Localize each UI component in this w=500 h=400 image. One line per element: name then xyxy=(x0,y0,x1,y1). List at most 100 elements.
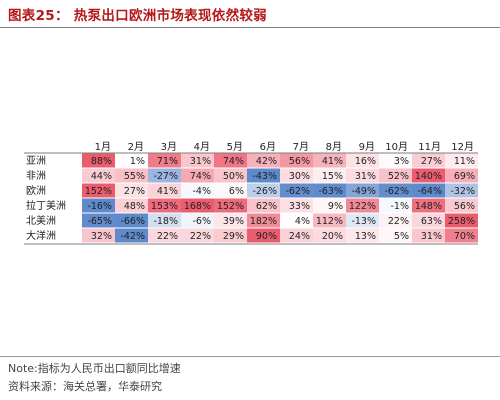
heatmap-cell xyxy=(148,168,181,183)
column-header: 1月 xyxy=(95,141,111,153)
cell-value-label: 48% xyxy=(124,201,145,212)
cell-value-label: 1% xyxy=(130,156,145,167)
heatmap-cell xyxy=(346,168,379,183)
cell-value-label: -16% xyxy=(87,201,112,212)
figure-title: 图表25： 热泵出口欧洲市场表现依然较弱 xyxy=(8,8,267,24)
heatmap-cell xyxy=(379,183,412,198)
cell-value-label: 44% xyxy=(91,171,112,182)
heatmap-cell xyxy=(82,153,115,168)
cell-value-label: 13% xyxy=(355,231,376,242)
heatmap-cell xyxy=(181,153,214,168)
cell-value-label: 258% xyxy=(448,216,475,227)
cell-value-label: 71% xyxy=(157,156,178,167)
cell-value-label: 39% xyxy=(223,216,244,227)
heatmap-cell xyxy=(148,213,181,228)
cell-value-label: 6% xyxy=(229,186,244,197)
heatmap-cell xyxy=(412,198,445,213)
cell-value-label: -27% xyxy=(153,171,178,182)
heatmap-cell xyxy=(115,168,148,183)
title-divider xyxy=(0,27,500,28)
heatmap-cell xyxy=(214,228,247,243)
heatmap-cell xyxy=(115,213,148,228)
heatmap-cell xyxy=(280,228,313,243)
cell-value-label: 152% xyxy=(85,186,112,197)
cell-value-label: 3% xyxy=(394,156,409,167)
cell-value-label: -42% xyxy=(120,231,145,242)
heatmap-cell xyxy=(181,213,214,228)
heatmap-cell xyxy=(280,153,313,168)
heatmap-cell xyxy=(82,213,115,228)
heatmap-cell xyxy=(313,183,346,198)
heatmap-cell xyxy=(445,183,478,198)
cell-value-label: 168% xyxy=(184,201,211,212)
heatmap-cell xyxy=(379,228,412,243)
cell-value-label: -4% xyxy=(193,186,212,197)
cell-value-label: -6% xyxy=(193,216,212,227)
cell-value-label: 9% xyxy=(328,201,343,212)
heatmap-cell xyxy=(247,213,280,228)
heatmap-cell xyxy=(280,198,313,213)
heatmap-cell xyxy=(115,198,148,213)
heatmap-cell xyxy=(148,183,181,198)
cell-value-label: 22% xyxy=(190,231,211,242)
cell-value-label: -32% xyxy=(450,186,475,197)
column-header: 5月 xyxy=(227,141,243,153)
cell-value-label: 41% xyxy=(322,156,343,167)
heatmap-cell xyxy=(214,168,247,183)
heatmap-cell xyxy=(115,153,148,168)
row-label: 非洲 xyxy=(26,170,46,182)
cell-value-label: 52% xyxy=(388,171,409,182)
heatmap-cell xyxy=(379,198,412,213)
heatmap-cell xyxy=(379,213,412,228)
column-header: 4月 xyxy=(194,141,210,153)
heatmap-cell xyxy=(181,183,214,198)
heatmap-cell xyxy=(247,228,280,243)
row-label: 欧洲 xyxy=(26,185,46,197)
column-header: 11月 xyxy=(418,141,441,153)
heatmap-cell xyxy=(313,198,346,213)
heatmap-cell xyxy=(379,153,412,168)
cell-value-label: -1% xyxy=(391,201,410,212)
cell-value-label: -62% xyxy=(384,186,409,197)
cell-value-label: 41% xyxy=(157,186,178,197)
cell-value-label: 29% xyxy=(223,231,244,242)
cell-value-label: 50% xyxy=(223,171,244,182)
heatmap-cell xyxy=(181,228,214,243)
cell-value-label: 55% xyxy=(124,171,145,182)
footer-divider xyxy=(0,356,500,357)
heatmap-cell xyxy=(412,183,445,198)
heatmap-cell xyxy=(346,183,379,198)
heatmap-cell xyxy=(214,183,247,198)
column-header: 8月 xyxy=(326,141,342,153)
cell-value-label: -65% xyxy=(87,216,112,227)
column-header: 9月 xyxy=(359,141,375,153)
column-header: 6月 xyxy=(260,141,276,153)
heatmap-cell xyxy=(412,228,445,243)
heatmap-cell xyxy=(313,153,346,168)
heatmap-cell xyxy=(313,228,346,243)
column-header: 3月 xyxy=(161,141,177,153)
cell-value-label: 74% xyxy=(223,156,244,167)
heatmap-cell xyxy=(445,153,478,168)
heatmap-cell xyxy=(115,183,148,198)
column-header: 12月 xyxy=(451,141,474,153)
heatmap-cell xyxy=(181,168,214,183)
heatmap-cell xyxy=(148,198,181,213)
heatmap-cell xyxy=(247,198,280,213)
cell-value-label: 31% xyxy=(190,156,211,167)
heatmap-cell xyxy=(247,183,280,198)
heatmap-cell xyxy=(214,213,247,228)
cell-value-label: 33% xyxy=(289,201,310,212)
cell-value-label: 5% xyxy=(394,231,409,242)
heatmap-cell xyxy=(313,213,346,228)
cell-value-label: 16% xyxy=(355,156,376,167)
cell-value-label: 153% xyxy=(151,201,178,212)
cell-value-label: 20% xyxy=(322,231,343,242)
row-label: 北美洲 xyxy=(26,214,56,227)
cell-value-label: 70% xyxy=(454,231,475,242)
column-header: 2月 xyxy=(128,141,144,153)
cell-value-label: 62% xyxy=(256,201,277,212)
cell-value-label: -26% xyxy=(252,186,277,197)
cell-value-label: 15% xyxy=(322,171,343,182)
cell-value-label: 24% xyxy=(289,231,310,242)
